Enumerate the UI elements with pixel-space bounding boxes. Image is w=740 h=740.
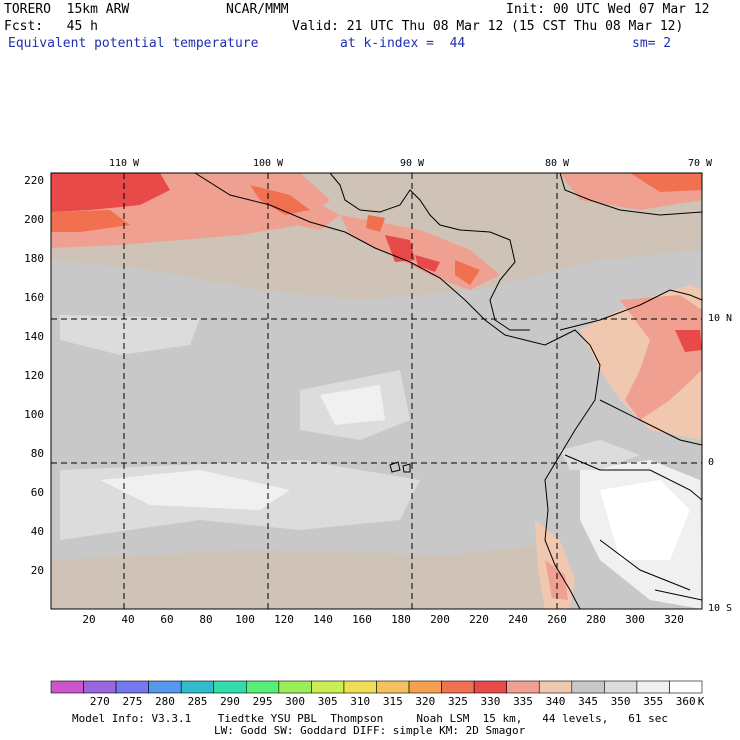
center-label: NCAR/MMM [226,2,289,17]
y-tick: 80 [30,447,44,460]
colorbar-swatch [311,680,345,694]
level-label: at k-index = 44 [340,36,466,51]
smoothing-label: sm= 2 [632,36,672,51]
lat-label: 10 N [708,313,733,324]
colorbar-swatch [441,680,475,694]
colorbar-swatch [636,680,670,694]
colorbar-swatch [180,680,215,694]
colorbar-label: 270 [89,695,110,708]
valid-time: Valid: 21 UTC Thu 08 Mar 12 (15 CST Thu … [292,19,684,34]
y-tick: 220 [24,174,44,187]
x-tick: 280 [586,613,606,626]
colorbar-swatch [506,680,540,694]
x-tick: 240 [508,613,528,626]
colorbar-swatch [50,680,84,694]
theta-e-field [51,173,702,609]
colorbar-label: 350 [610,695,631,708]
init-time: Init: 00 UTC Wed 07 Mar 12 [506,2,710,17]
lon-label: 80 W [544,158,570,169]
lon-label: 110 W [108,158,140,169]
colorbar-label: 325 [447,695,468,708]
colorbar [50,680,703,694]
colorbar-label: 290 [220,695,240,708]
colorbar-label: 315 [382,695,403,708]
x-tick: 40 [121,613,135,626]
lat-label: 0 [708,457,715,468]
lat-lon-grid [51,173,702,609]
x-tick: 180 [391,613,411,626]
lat-label: 10 S [708,603,733,614]
colorbar-label: 320 [415,695,436,708]
x-tick: 60 [160,613,174,626]
colorbar-swatch [473,680,507,694]
forecast-hour: Fcst: 45 h [4,19,98,34]
colorbar-label: 280 [154,695,175,708]
lon-label: 100 W [252,158,284,169]
y-tick: 60 [30,486,44,499]
x-tick: 320 [664,613,684,626]
map-frame [50,172,703,610]
y-tick: 200 [24,213,44,226]
x-tick: 140 [313,613,333,626]
colorbar-swatch [148,680,182,694]
field-name: Equivalent potential temperature [8,36,259,51]
colorbar-swatch [115,680,149,694]
colorbar-label: 310 [350,695,371,708]
y-tick: 40 [30,525,44,538]
y-tick: 120 [24,369,44,382]
colorbar-label: 335 [513,695,533,708]
y-tick: 20 [30,564,44,577]
x-tick: 80 [199,613,213,626]
x-tick: 220 [469,613,489,626]
x-tick: 160 [352,613,372,626]
y-tick: 180 [24,252,44,265]
colorbar-swatch [604,680,638,694]
x-tick: 120 [274,613,294,626]
colorbar-label: 300 [285,695,306,708]
model-title: TORERO 15km ARW [4,2,130,17]
y-tick: 160 [24,291,44,304]
colorbar-label: 275 [122,695,143,708]
colorbar-swatch [343,680,377,694]
colorbar-swatch [83,680,117,694]
colorbar-label: 355 [643,695,664,708]
colorbar-unit: K [697,695,705,708]
colorbar-label: 360 [675,695,696,708]
colorbar-label: 305 [317,695,338,708]
colorbar-label: 340 [545,695,566,708]
colorbar-swatch [408,680,442,694]
colorbar-swatch [246,680,280,694]
coastlines [194,173,702,609]
physics-info: LW: Godd SW: Goddard DIFF: simple KM: 2D… [214,724,526,737]
lon-label: 90 W [399,158,425,169]
colorbar-swatch [376,680,410,694]
colorbar-swatch [538,680,573,694]
x-tick: 20 [82,613,96,626]
colorbar-swatch [278,680,312,694]
x-tick: 260 [547,613,567,626]
colorbar-label: 345 [578,695,599,708]
model-info: Model Info: V3.3.1 Tiedtke YSU PBL Thomp… [72,712,669,725]
colorbar-swatch [571,680,605,694]
colorbar-label: 295 [252,695,273,708]
y-tick: 140 [24,330,44,343]
colorbar-label: 330 [480,695,501,708]
y-tick: 100 [24,408,44,421]
x-tick: 100 [235,613,255,626]
colorbar-swatch [669,680,703,694]
x-tick: 300 [625,613,645,626]
lon-label: 70 W [687,158,713,169]
colorbar-label: 285 [187,695,208,708]
x-tick: 200 [430,613,450,626]
colorbar-swatch [213,680,247,694]
